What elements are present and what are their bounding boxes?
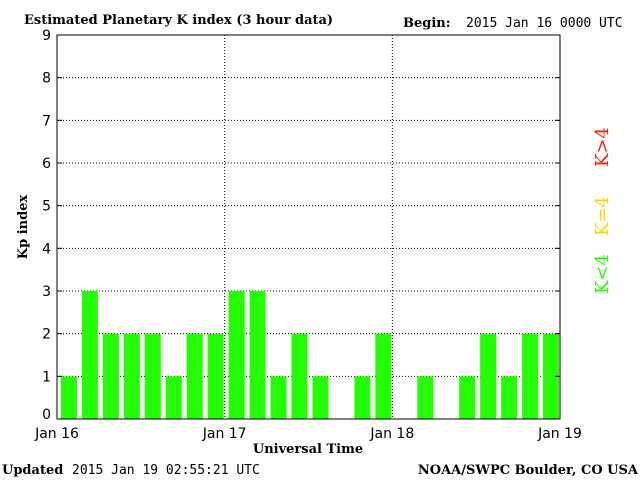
grid-lines [57, 35, 560, 419]
kp-bar [186, 333, 203, 419]
kp-bar [144, 333, 161, 419]
plot-frame [56, 34, 561, 420]
kp-bar [291, 333, 308, 419]
x-tick-label: Jan 18 [369, 426, 414, 442]
kp-bar [501, 376, 518, 419]
y-tick-label: 9 [42, 28, 51, 44]
x-tick-label: Jan 17 [202, 426, 247, 442]
x-tick-label: Jan 19 [537, 426, 582, 442]
legend-item: K=4 [592, 196, 613, 236]
y-ticks: 0 1 2 3 4 5 6 7 8 9 [42, 28, 560, 423]
y-tick-label: 5 [42, 199, 51, 215]
kp-bar [459, 376, 476, 419]
y-tick-label: 0 [42, 407, 51, 423]
begin-value: 2015 Jan 16 0000 UTC [466, 16, 623, 31]
legend-item: K<4 [592, 254, 613, 294]
kp-bar [375, 333, 392, 419]
kp-bar [522, 333, 539, 419]
x-axis-label: Universal Time [253, 442, 363, 457]
kp-bar [480, 333, 497, 419]
bars [61, 291, 559, 419]
y-tick-label: 6 [42, 156, 51, 172]
legend: K<4 K=4 K>4 [592, 127, 613, 294]
kp-bar [102, 333, 119, 419]
kp-bar [354, 376, 371, 419]
y-tick-label: 8 [42, 71, 51, 87]
kp-bar [61, 376, 77, 419]
kp-bar [543, 333, 559, 419]
x-ticks: Jan 16 Jan 17 Jan 18 Jan 19 [34, 426, 582, 442]
chart-title: Estimated Planetary K index (3 hour data… [24, 13, 333, 28]
legend-item: K>4 [592, 127, 613, 167]
kp-bar [270, 376, 287, 419]
y-tick-label: 7 [42, 113, 51, 129]
kp-bar [81, 291, 98, 419]
source-credit: NOAA/SWPC Boulder, CO USA [418, 463, 639, 478]
kp-bar [207, 333, 224, 419]
kp-bar [417, 376, 434, 419]
y-tick-label: 4 [42, 241, 51, 257]
y-tick-label: 2 [42, 327, 51, 343]
kp-bar [123, 333, 140, 419]
begin-label: Begin: [403, 16, 451, 31]
y-axis-label: Kp index [16, 195, 31, 260]
kp-bar [165, 376, 182, 419]
kp-bar [249, 291, 266, 419]
updated-label: Updated [2, 463, 63, 478]
y-tick-label: 1 [42, 369, 51, 385]
x-tick-label: Jan 16 [34, 426, 79, 442]
kp-bar [312, 376, 329, 419]
y-tick-label: 3 [42, 284, 51, 300]
kp-bar [228, 291, 245, 419]
updated-value: 2015 Jan 19 02:55:21 UTC [72, 463, 260, 478]
